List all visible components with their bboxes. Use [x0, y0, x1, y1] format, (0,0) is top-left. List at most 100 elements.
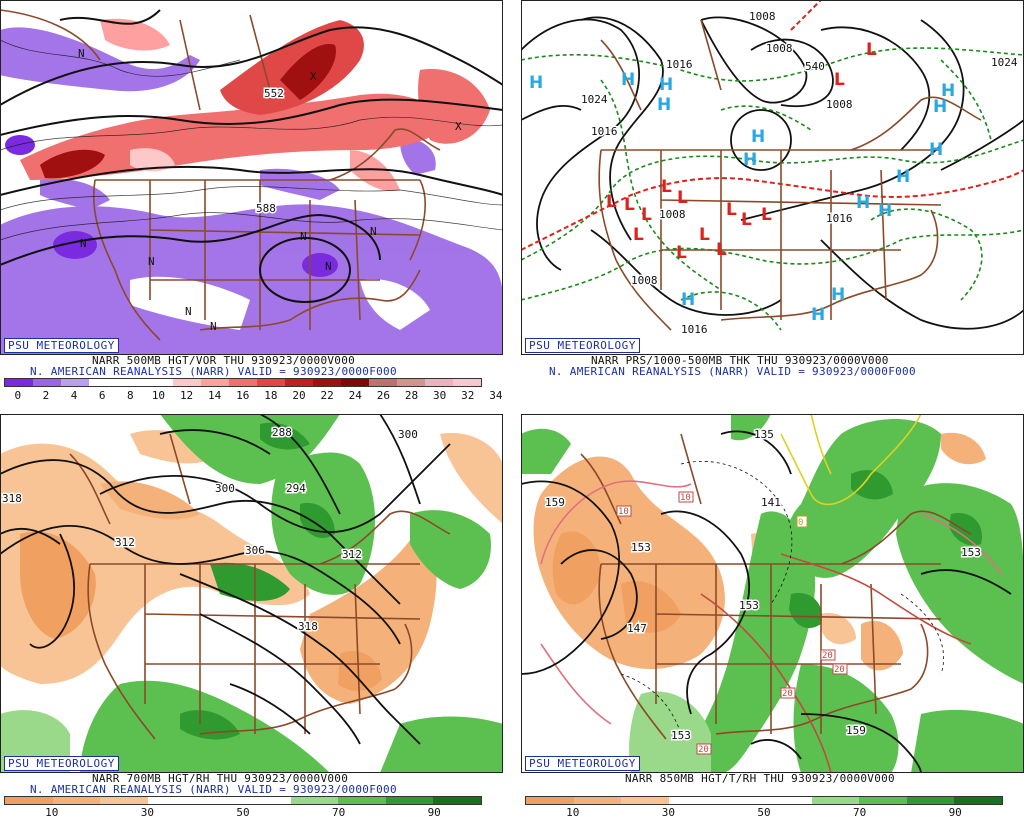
svg-text:N: N	[370, 225, 377, 238]
colorbar-tick-label: 50	[757, 806, 771, 819]
colorbar-swatch	[716, 797, 764, 804]
colorbar-tick-label: 70	[331, 806, 346, 819]
colorbar-swatch	[573, 797, 622, 804]
colorbar-swatch	[285, 379, 313, 386]
svg-text:H: H	[929, 140, 943, 160]
svg-text:L: L	[624, 195, 635, 215]
colorbar-tick-label: 22	[320, 389, 334, 402]
svg-text:135: 135	[754, 428, 774, 441]
colorbar-tick-label: 10	[151, 389, 166, 402]
contour-label-588: 588	[256, 202, 276, 215]
svg-text:288: 288	[272, 426, 292, 439]
svg-text:1008: 1008	[749, 10, 776, 23]
height-contours	[521, 430, 1012, 773]
height-contours	[0, 9, 503, 303]
colorbar-tick-label: 26	[376, 389, 391, 402]
svg-text:H: H	[751, 127, 765, 147]
colorbar-tick-label: 50	[236, 806, 250, 819]
low-pressure-centers: L L L L L L L L L L L L L L	[606, 40, 877, 263]
temperature-contours	[540, 414, 1002, 773]
colorbar-swatch	[242, 797, 291, 804]
svg-text:10: 10	[618, 507, 629, 517]
reanalysis-valid-line: N. AMERICAN REANALYSIS (NARR) VALID = 93…	[30, 783, 397, 796]
svg-text:L: L	[699, 225, 710, 245]
svg-text:153: 153	[671, 729, 691, 742]
panel-850mb-temperature-rh: 159 153 147 153 153 159 141 135 153 10 1…	[521, 414, 1024, 819]
political-boundaries	[598, 19, 982, 331]
svg-text:L: L	[761, 205, 772, 225]
colorbar-swatch	[52, 797, 101, 804]
reanalysis-valid-line: N. AMERICAN REANALYSIS (NARR) VALID = 93…	[30, 365, 397, 378]
height-contours	[0, 414, 451, 745]
svg-text:L: L	[677, 188, 688, 208]
svg-text:1008: 1008	[766, 42, 793, 55]
colorbar-swatch	[5, 379, 33, 386]
svg-text:H: H	[933, 97, 947, 117]
rh-colorbar	[4, 796, 482, 805]
svg-text:H: H	[896, 167, 910, 187]
panel-500mb-vorticity: 552 588 N N N N N N N X N X PSU METEOROL…	[0, 0, 503, 405]
map-frame	[0, 0, 503, 355]
svg-text:153: 153	[739, 599, 759, 612]
svg-text:H: H	[743, 150, 757, 170]
isobars	[521, 16, 1024, 330]
colorbar-tick-label: 32	[461, 389, 475, 402]
svg-text:153: 153	[631, 541, 651, 554]
svg-text:L: L	[641, 205, 652, 225]
map-850mb-temperature-rh: 159 153 147 153 153 159 141 135 153 10 1…	[521, 414, 1024, 773]
svg-text:L: L	[606, 192, 617, 212]
contour-label-552: 552	[264, 87, 284, 100]
colorbar-tick-label: 8	[127, 389, 134, 402]
colorbar-swatch	[425, 379, 453, 386]
psu-meteorology-badge: PSU METEOROLOGY	[4, 338, 119, 353]
svg-text:N: N	[148, 255, 155, 268]
svg-text:1016: 1016	[826, 212, 853, 225]
svg-text:20: 20	[782, 689, 793, 699]
vorticity-colorbar	[4, 378, 482, 387]
product-title: NARR PRS/1000-500MB THK THU 930923/0000V…	[591, 354, 889, 367]
colorbar-tick-label: 90	[427, 806, 441, 819]
svg-text:H: H	[831, 285, 845, 305]
svg-text:L: L	[741, 210, 752, 230]
colorbar-tick-label: 28	[404, 389, 419, 402]
svg-text:159: 159	[846, 724, 866, 737]
svg-text:X: X	[310, 70, 317, 83]
colorbar-swatch	[195, 797, 243, 804]
svg-text:141: 141	[761, 496, 781, 509]
colorbar-tick-label: 6	[98, 389, 106, 402]
rh-colorbar	[525, 796, 1003, 805]
thickness-contours	[521, 47, 1024, 331]
political-boundaries	[580, 433, 972, 740]
map-700mb-rh: 318 312 300 306 294 312 318 288 300	[0, 414, 503, 773]
colorbar-swatch	[397, 379, 425, 386]
isobar-labels: 1008 1008 1016 1024 1016 1008 1016 1008 …	[580, 9, 1020, 338]
colorbar-swatch	[5, 797, 53, 804]
colorbar-tick-label: 20	[292, 389, 306, 402]
svg-text:N: N	[210, 320, 217, 333]
colorbar-tick-label: 12	[179, 389, 194, 402]
svg-text:1016: 1016	[666, 58, 693, 71]
svg-text:10: 10	[680, 493, 691, 503]
svg-text:N: N	[185, 305, 192, 318]
colorbar-swatch	[954, 797, 1002, 804]
svg-text:153: 153	[961, 546, 981, 559]
colorbar-swatch	[257, 379, 285, 386]
svg-text:300: 300	[398, 428, 418, 441]
colorbar-tick-label: 0	[14, 389, 22, 402]
psu-meteorology-badge: PSU METEOROLOGY	[4, 756, 119, 771]
svg-text:N: N	[78, 47, 85, 60]
svg-text:0: 0	[798, 518, 803, 528]
colorbar-swatch	[433, 797, 481, 804]
svg-text:1008: 1008	[826, 98, 853, 111]
svg-text:1024: 1024	[581, 93, 608, 106]
svg-text:540: 540	[805, 60, 825, 73]
vorticity-positive-fill	[20, 18, 490, 191]
colorbar-swatch	[33, 379, 61, 386]
product-title: NARR 700MB HGT/RH THU 930923/0000V000	[92, 772, 349, 785]
colorbar-tick-label: 2	[42, 389, 50, 402]
political-boundaries	[69, 433, 451, 740]
svg-text:H: H	[529, 73, 543, 93]
product-title: NARR 850MB HGT/T/RH THU 930923/0000V000	[625, 772, 895, 785]
colorbar-swatch	[100, 797, 148, 804]
svg-text:X: X	[455, 120, 462, 133]
